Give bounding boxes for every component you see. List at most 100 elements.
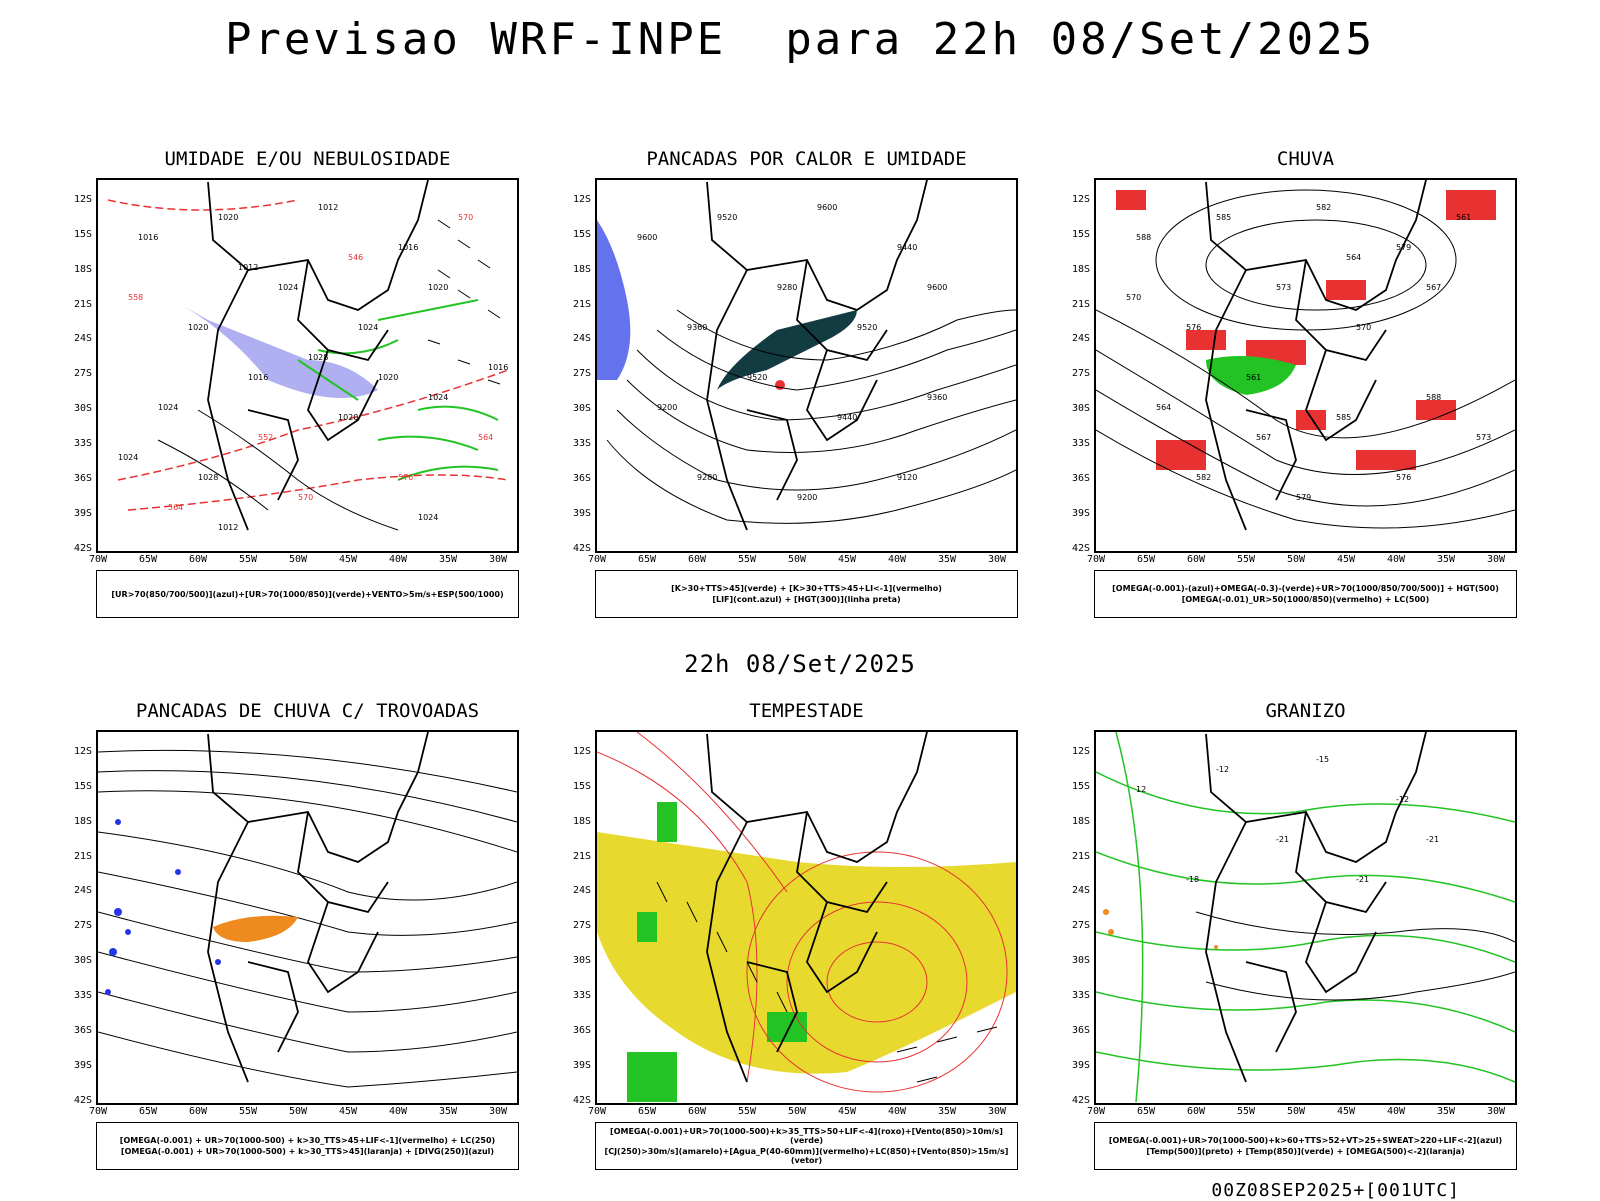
contour-label: -12: [1216, 765, 1229, 774]
contour-label: 9280: [697, 473, 717, 482]
legend-line: [OMEGA(-0.001)+UR>70(1000-500)+k>35_TTS>…: [610, 1127, 1003, 1145]
wind-vectors: [656, 881, 998, 1083]
contour-label: 9200: [797, 493, 817, 502]
lon-label: 55W: [1236, 1106, 1256, 1117]
lat-label: 21S: [73, 299, 92, 310]
omega-orange-spots: [1103, 909, 1218, 949]
contour-label: 1016: [398, 243, 418, 252]
contour-label: 576: [1396, 473, 1411, 482]
contour-label: 570: [298, 493, 313, 502]
lat-label: 15S: [1071, 229, 1090, 240]
contour-label: 1024: [118, 453, 138, 462]
contour-label: 570: [1356, 323, 1371, 332]
map-umidade-graphic: 1016 1020 1012 1016 1020 1024 1024 1020 1024 1016…: [107, 180, 509, 532]
lon-label: 45W: [837, 554, 857, 565]
contour-label: 588: [1136, 233, 1151, 242]
lat-label: 21S: [1071, 851, 1090, 862]
lon-label: 45W: [1336, 554, 1356, 565]
contour-label: 9520: [747, 373, 767, 382]
rain-green-area: [1206, 356, 1296, 395]
lon-label: 45W: [837, 1106, 857, 1117]
contour-label: 576: [1186, 323, 1201, 332]
contour-label: 585: [1336, 413, 1351, 422]
contour-label: -21: [1426, 835, 1439, 844]
legend-trovoadas: [OMEGA(-0.001) + UR>70(1000-500) + k>30_…: [96, 1122, 519, 1170]
humidity-green-contours: [297, 299, 479, 401]
contour-label: 9280: [777, 283, 797, 292]
lat-label: 15S: [1071, 781, 1090, 792]
lon-label: 60W: [687, 554, 707, 565]
contour-label: 1020: [338, 413, 358, 422]
lon-label: 30W: [987, 1106, 1007, 1117]
contour-label: 1020: [428, 283, 448, 292]
lat-label: 33S: [572, 990, 591, 1001]
contour-label: 564: [1346, 253, 1361, 262]
run-timestamp: 00Z08SEP2025+[001UTC]: [1211, 1180, 1460, 1201]
lon-label: 40W: [887, 554, 907, 565]
contour-label: 561: [1456, 213, 1471, 222]
contour-label: 573: [1276, 283, 1291, 292]
lat-label: 30S: [73, 955, 92, 966]
contour-label: 9440: [897, 243, 917, 252]
lon-label: 30W: [488, 1106, 508, 1117]
contour-label: 567: [1426, 283, 1441, 292]
contour-label: 570: [458, 213, 473, 222]
lat-label: 15S: [73, 781, 92, 792]
lon-label: 70W: [587, 554, 607, 565]
contour-label: 1024: [428, 393, 448, 402]
lon-label: 70W: [1086, 1106, 1106, 1117]
contour-label: 1024: [158, 403, 178, 412]
wind-vectors: [427, 219, 501, 385]
lon-label: 60W: [188, 554, 208, 565]
contour-label: 1028: [198, 473, 218, 482]
lat-axis-labels-1: 12S 15S 18S 21S 24S 27S 30S 33S 36S 39S …: [52, 178, 92, 554]
humidity-green-contours-south: [377, 405, 499, 481]
contour-label: 576: [398, 473, 413, 482]
panel-title-chuva: CHUVA: [1276, 148, 1335, 170]
contour-label: -21: [1276, 835, 1289, 844]
legend-line: [K>30+TTS>45](verde) + [K>30+TTS>45+LI<-…: [671, 584, 942, 593]
contour-label: 9360: [927, 393, 947, 402]
legend-chuva: [OMEGA(-0.001)-(azul)+OMEGA(-0.3)-(verde…: [1094, 570, 1517, 618]
lat-label: 36S: [73, 473, 92, 484]
legend-line: [LIF](cont.azul) + [HGT(300)](linha pret…: [712, 595, 901, 604]
lat-label: 42S: [73, 1095, 92, 1106]
legend-line: [UR>70(850/700/500)](azul)+[UR>70(1000/8…: [111, 589, 504, 599]
lon-axis-labels-5: 70W 65W 60W 55W 50W 45W 40W 35W 30W: [588, 1106, 1018, 1120]
lon-axis-labels-4: 70W 65W 60W 55W 50W 45W 40W 35W 30W: [89, 1106, 519, 1120]
panel-title-tempestade: TEMPESTADE: [749, 700, 864, 722]
contour-label: 1020: [378, 373, 398, 382]
political-borders: [207, 180, 429, 531]
lat-label: 39S: [1071, 1060, 1090, 1071]
lon-label: 65W: [138, 1106, 158, 1117]
lon-label: 70W: [587, 1106, 607, 1117]
lat-label: 24S: [572, 333, 591, 344]
contour-label: 579: [1396, 243, 1411, 252]
lon-axis-labels-3: 70W 65W 60W 55W 50W 45W 40W 35W 30W: [1087, 554, 1517, 568]
lon-label: 65W: [138, 554, 158, 565]
lon-label: 40W: [1386, 554, 1406, 565]
contour-label: 9600: [817, 203, 837, 212]
lon-label: 50W: [288, 1106, 308, 1117]
lat-label: 12S: [1071, 746, 1090, 757]
legend-tempestade: [OMEGA(-0.001)+UR>70(1000-500)+k>35_TTS>…: [595, 1122, 1018, 1170]
lon-label: 50W: [1286, 1106, 1306, 1117]
contour-label: -15: [1316, 755, 1329, 764]
lat-label: 33S: [1071, 990, 1090, 1001]
lon-label: 30W: [488, 554, 508, 565]
rain-red-patches: [1116, 190, 1496, 470]
convection-dark-area: [717, 310, 857, 390]
legend-line: [OMEGA(-0.001)-(azul)+OMEGA(-0.3)-(verde…: [1112, 584, 1499, 593]
contour-label: 567: [1256, 433, 1271, 442]
contour-label: -18: [1186, 875, 1199, 884]
lat-label: 24S: [1071, 885, 1090, 896]
lat-label: 15S: [572, 229, 591, 240]
contour-label: 573: [1476, 433, 1491, 442]
temp500-black-contours: [1195, 911, 1515, 1001]
contour-label: 585: [1216, 213, 1231, 222]
thickness-red-dashed: [107, 199, 509, 511]
lat-label: 18S: [73, 264, 92, 275]
lon-label: 55W: [238, 554, 258, 565]
contour-label: 1024: [358, 323, 378, 332]
lat-label: 42S: [572, 1095, 591, 1106]
